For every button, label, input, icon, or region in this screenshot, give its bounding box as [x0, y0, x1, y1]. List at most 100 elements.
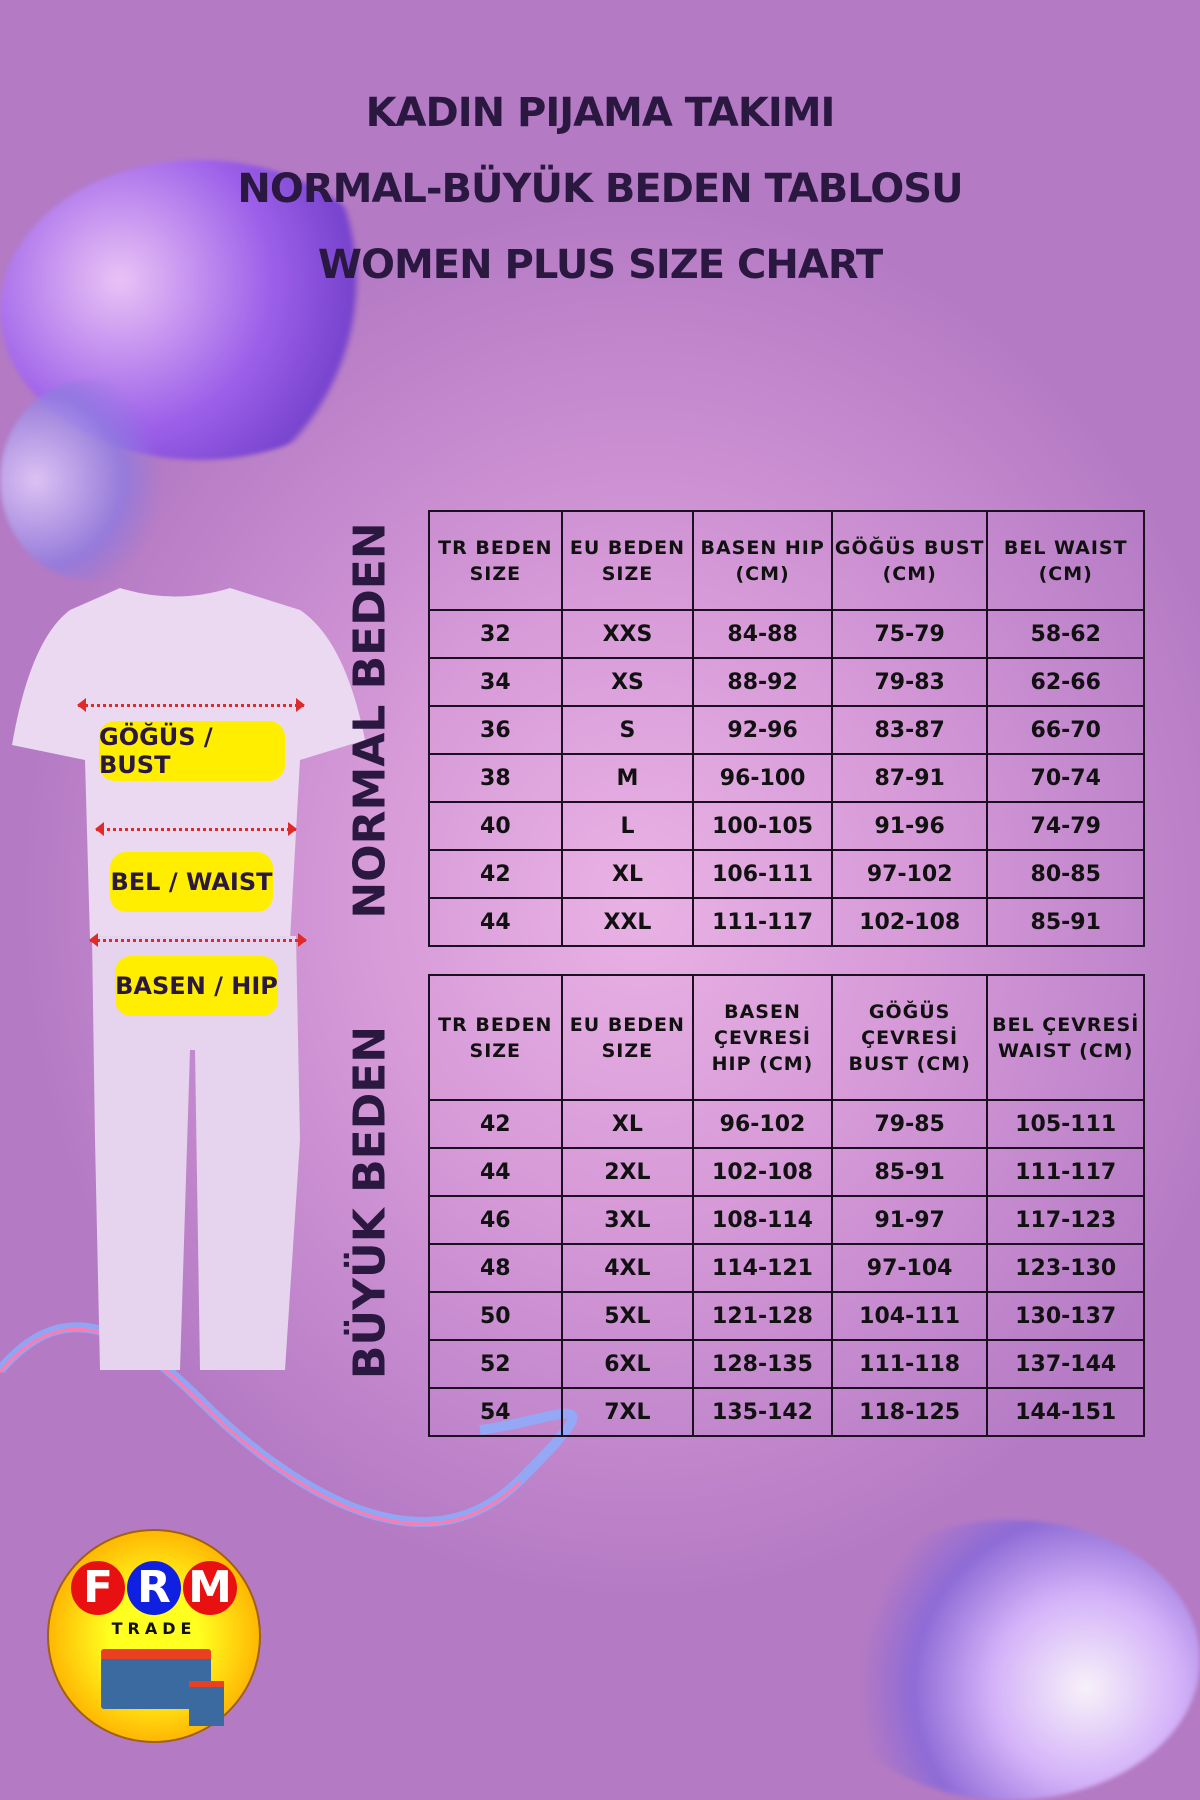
bust-label: GÖĞÜS / BUST [99, 721, 285, 781]
table-cell: 58-62 [986, 609, 1145, 659]
table-row: 42 XL 106-111 97-102 80-85 [428, 849, 1145, 899]
table-cell: 4XL [560, 1243, 695, 1293]
table-cell: 79-85 [830, 1099, 989, 1149]
table-cell: M [560, 753, 695, 803]
table-cell: 128-135 [692, 1339, 833, 1389]
table-cell: 3XL [560, 1195, 695, 1245]
table-cell: 97-104 [830, 1243, 989, 1293]
table-cell: 121-128 [692, 1291, 833, 1341]
table-cell: 111-118 [830, 1339, 989, 1389]
table-cell: L [560, 801, 695, 851]
column-header: EU BEDEN SIZE [560, 510, 695, 611]
table-cell: 54 [428, 1387, 563, 1437]
table-cell: 130-137 [986, 1291, 1145, 1341]
table-row: 32 XXS 84-88 75-79 58-62 [428, 609, 1145, 659]
table-cell: 74-79 [986, 801, 1145, 851]
table-cell: 42 [428, 1099, 563, 1149]
table-cell: 75-79 [830, 609, 989, 659]
table-cell: 52 [428, 1339, 563, 1389]
table-cell: 79-83 [830, 657, 989, 707]
table-row: 34 XS 88-92 79-83 62-66 [428, 657, 1145, 707]
table-cell: 5XL [560, 1291, 695, 1341]
table-cell: 6XL [560, 1339, 695, 1389]
table-cell: 111-117 [986, 1147, 1145, 1197]
hip-measure-arrow [89, 933, 307, 947]
table-row: 50 5XL 121-128 104-111 130-137 [428, 1291, 1145, 1341]
table-cell: 32 [428, 609, 563, 659]
column-header: GÖĞÜS BUST (CM) [830, 510, 989, 611]
table-cell: 96-102 [692, 1099, 833, 1149]
table-row: 38 M 96-100 87-91 70-74 [428, 753, 1145, 803]
table-cell: 105-111 [986, 1099, 1145, 1149]
table-cell: 36 [428, 705, 563, 755]
table-cell: 102-108 [830, 897, 989, 947]
column-header: BASEN HIP (CM) [692, 510, 833, 611]
section-label-plus: BÜYÜK BEDEN [344, 1025, 396, 1380]
logo-letter: F [71, 1561, 125, 1615]
column-header: GÖĞÜS ÇEVRESİ BUST (CM) [830, 974, 989, 1101]
column-header: EU BEDEN SIZE [560, 974, 695, 1101]
waist-measure-arrow [95, 822, 297, 836]
table-cell: 85-91 [830, 1147, 989, 1197]
table-cell: 50 [428, 1291, 563, 1341]
table-cell: 102-108 [692, 1147, 833, 1197]
column-header: BEL WAIST (CM) [986, 510, 1145, 611]
table-cell: 87-91 [830, 753, 989, 803]
table-cell: 111-117 [692, 897, 833, 947]
table-cell: 83-87 [830, 705, 989, 755]
decorative-iridescent-shape [820, 1520, 1200, 1800]
table-cell: 123-130 [986, 1243, 1145, 1293]
table-cell: 91-97 [830, 1195, 989, 1245]
table-cell: 44 [428, 897, 563, 947]
section-label-normal: NORMAL BEDEN [344, 522, 396, 919]
normal-size-table: TR BEDEN SIZE EU BEDEN SIZE BASEN HIP (CM)… [428, 510, 1145, 947]
table-cell: 40 [428, 801, 563, 851]
logo-letter: M [183, 1561, 237, 1615]
table-cell: 106-111 [692, 849, 833, 899]
table-cell: 2XL [560, 1147, 695, 1197]
table-cell: XL [560, 849, 695, 899]
table-cell: 92-96 [692, 705, 833, 755]
table-row: 52 6XL 128-135 111-118 137-144 [428, 1339, 1145, 1389]
waist-label: BEL / WAIST [110, 852, 273, 912]
hip-label: BASEN / HIP [115, 956, 278, 1016]
table-cell: 46 [428, 1195, 563, 1245]
table-cell: 118-125 [830, 1387, 989, 1437]
table-cell: 48 [428, 1243, 563, 1293]
bust-measure-arrow [77, 698, 305, 712]
table-cell: 137-144 [986, 1339, 1145, 1389]
table-cell: 88-92 [692, 657, 833, 707]
table-cell: 114-121 [692, 1243, 833, 1293]
column-header: BEL ÇEVRESİ WAIST (CM) [986, 974, 1145, 1101]
table-cell: 135-142 [692, 1387, 833, 1437]
table-row: 48 4XL 114-121 97-104 123-130 [428, 1243, 1145, 1293]
table-cell: 70-74 [986, 753, 1145, 803]
column-header: TR BEDEN SIZE [428, 510, 563, 611]
table-cell: 7XL [560, 1387, 695, 1437]
plus-size-table: TR BEDEN SIZE EU BEDEN SIZE BASEN ÇEVRESİ … [428, 974, 1145, 1437]
title-line-1: KADIN PIJAMA TAKIMI [365, 90, 836, 136]
table-cell: S [560, 705, 695, 755]
table-cell: 108-114 [692, 1195, 833, 1245]
table-row: 36 S 92-96 83-87 66-70 [428, 705, 1145, 755]
shop-tablet-icon [189, 1681, 224, 1726]
table-cell: 96-100 [692, 753, 833, 803]
table-cell: XXS [560, 609, 695, 659]
table-cell: XS [560, 657, 695, 707]
table-cell: 117-123 [986, 1195, 1145, 1245]
table-row: 40 L 100-105 91-96 74-79 [428, 801, 1145, 851]
table-row: 42 XL 96-102 79-85 105-111 [428, 1099, 1145, 1149]
title-line-3: WOMEN PLUS SIZE CHART [317, 242, 883, 288]
table-row: 44 2XL 102-108 85-91 111-117 [428, 1147, 1145, 1197]
table-cell: 91-96 [830, 801, 989, 851]
table-cell: 44 [428, 1147, 563, 1197]
table-row: 44 XXL 111-117 102-108 85-91 [428, 897, 1145, 947]
table-cell: 100-105 [692, 801, 833, 851]
table-cell: 84-88 [692, 609, 833, 659]
column-header: TR BEDEN SIZE [428, 974, 563, 1101]
table-row: 46 3XL 108-114 91-97 117-123 [428, 1195, 1145, 1245]
table-cell: 66-70 [986, 705, 1145, 755]
column-header: BASEN ÇEVRESİ HIP (CM) [692, 974, 833, 1101]
table-cell: 80-85 [986, 849, 1145, 899]
table-row: 54 7XL 135-142 118-125 144-151 [428, 1387, 1145, 1437]
